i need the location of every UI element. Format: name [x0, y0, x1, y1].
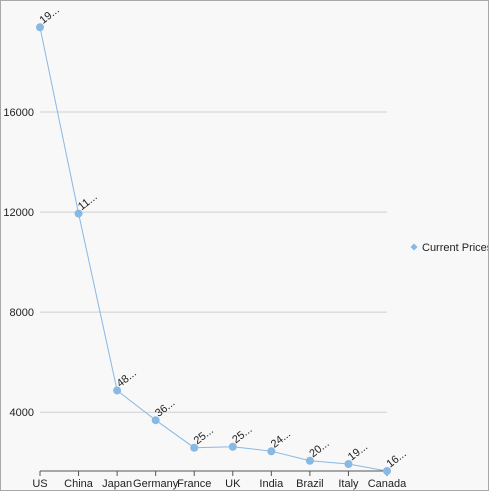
data-label: 19... [346, 441, 370, 464]
legend-marker-icon [410, 243, 418, 251]
data-point[interactable] [305, 456, 314, 465]
legend[interactable]: Current Prices [410, 242, 488, 254]
data-label: 36... [153, 397, 177, 420]
data-point[interactable] [74, 209, 83, 218]
x-tick-label: China [64, 478, 94, 490]
data-label: 48... [115, 367, 139, 390]
axes: 4000 8000 12000 16000 US China Japan GermanyFra… [3, 107, 407, 490]
data-label: 25... [230, 423, 254, 446]
data-label: 19... [37, 4, 61, 27]
x-tick-label: India [259, 478, 284, 490]
data-labels: 19... 11... 48... 36... 25... 25... 24... 20...… [37, 4, 408, 470]
gridlines [40, 111, 387, 413]
x-tick-label: Brazil [296, 478, 324, 490]
y-tick-label: 12000 [3, 207, 34, 219]
data-label: 24... [269, 428, 293, 451]
x-tick-label: France [177, 478, 211, 490]
data-label: 16... [384, 448, 408, 471]
x-tick-label: Germany [133, 478, 179, 490]
data-label: 20... [307, 437, 331, 460]
data-label: 11... [76, 191, 100, 213]
data-point[interactable] [267, 447, 276, 456]
x-tick-label: US [32, 478, 47, 490]
y-tick-label: 4000 [10, 407, 34, 419]
data-point[interactable] [228, 442, 237, 451]
y-tick-label: 16000 [3, 107, 34, 119]
data-point[interactable] [344, 459, 353, 468]
data-point[interactable] [190, 443, 199, 452]
legend-label: Current Prices [422, 242, 488, 254]
data-label: 25... [192, 424, 216, 447]
data-point[interactable] [383, 467, 391, 475]
x-tick-label: Italy [338, 478, 359, 490]
data-point[interactable] [151, 416, 160, 425]
series-current-prices [36, 23, 391, 475]
x-tick-label: Japan [102, 478, 132, 490]
data-point[interactable] [36, 23, 44, 32]
x-tick-label: UK [225, 478, 241, 490]
x-tick-label: Canada [368, 478, 407, 490]
y-tick-label: 8000 [10, 307, 34, 319]
data-point[interactable] [113, 386, 122, 395]
series-line [39, 27, 388, 472]
